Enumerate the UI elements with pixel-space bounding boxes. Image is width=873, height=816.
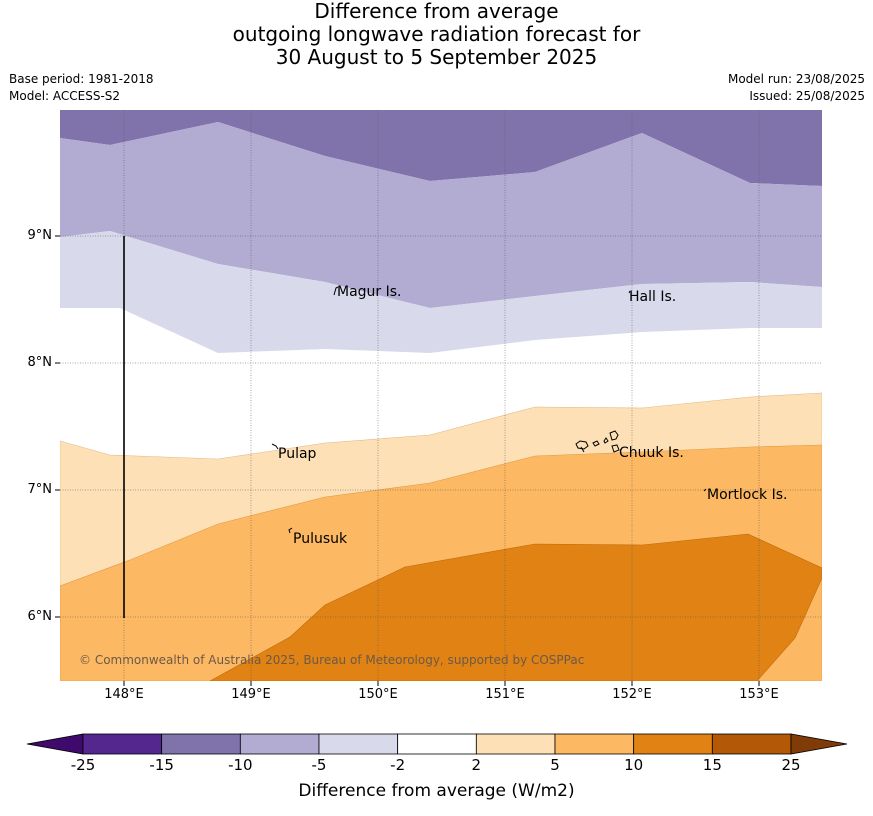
band-minus-5-to-10: [60, 122, 822, 308]
colorbar-segment: [475, 733, 556, 755]
lat-label-8n: 8°N: [27, 355, 53, 370]
issued-date: Issued: 25/08/2025: [749, 89, 865, 103]
title-line-1: Difference from average: [314, 0, 559, 23]
colorbar-tick-label: 5: [550, 756, 560, 774]
colorbar-tick-label: -10: [228, 756, 253, 774]
title-line-2: outgoing longwave radiation forecast for: [232, 22, 641, 46]
colorbar-extend-low: [26, 733, 84, 755]
map-title: Difference from average outgoing longwav…: [0, 0, 873, 69]
colorbar-segment: [554, 733, 635, 755]
colorbar-segment: [397, 733, 477, 755]
island-hall: [628, 290, 631, 294]
band-10-to-15: [209, 533, 822, 681]
colorbar-segment: [318, 733, 399, 755]
colorbar-tick-label: -15: [149, 756, 174, 774]
colorbar-tick-label: -25: [70, 756, 96, 774]
colorbar-segment: [82, 733, 163, 755]
place-pulusuk: Pulusuk: [293, 531, 348, 547]
meta-left: Base period: 1981-2018 Model: ACCESS-S2: [9, 71, 154, 105]
lon-label-153e: 153°E: [739, 687, 779, 702]
lat-label-6n: 6°N: [27, 609, 53, 624]
lon-label-152e: 152°E: [612, 687, 652, 702]
meta-right: Model run: 23/08/2025 Issued: 25/08/2025: [728, 71, 865, 105]
title-line-3: 30 August to 5 September 2025: [275, 45, 598, 69]
island-magur: [333, 286, 339, 296]
grid-lines: [60, 110, 822, 681]
island-outlines: [271, 286, 707, 534]
colorbar-segment: [239, 733, 320, 755]
axis-ticks: [55, 235, 760, 686]
colorbar-segments: [26, 733, 848, 755]
colorbar-extend-high: [790, 733, 848, 755]
colorbar-segment: [161, 733, 241, 755]
lat-label-9n: 9°N: [27, 228, 53, 243]
place-chuuk: Chuuk Is.: [619, 445, 684, 461]
lon-label-148e: 148°E: [104, 687, 144, 702]
place-mortlock: Mortlock Is.: [707, 487, 788, 503]
colorbar-segment: [711, 733, 792, 755]
colorbar-tick-label: 2: [471, 756, 482, 774]
base-period: Base period: 1981-2018: [9, 72, 154, 86]
model-run: Model run: 23/08/2025: [727, 72, 865, 86]
island-pulusuk: [288, 527, 293, 534]
place-hall: Hall Is.: [629, 289, 677, 305]
colorbar-tick-label: 10: [624, 756, 644, 774]
map-fill: [60, 110, 822, 681]
lat-label-7n: 7°N: [27, 482, 53, 497]
copyright-notice: © Commonwealth of Australia 2025, Bureau…: [79, 653, 585, 667]
lon-label-151e: 151°E: [485, 687, 525, 702]
island-chuuk: [575, 430, 620, 453]
colorbar-label: Difference from average (W/m2): [298, 781, 575, 801]
place-pulap: Pulap: [278, 446, 317, 462]
lon-label-149e: 149°E: [231, 687, 271, 702]
colorbar-tick-label: -5: [311, 756, 327, 774]
band-minus-2-to-5: [60, 231, 822, 353]
place-magur: Magur Is.: [337, 284, 402, 300]
colorbar-segment: [633, 733, 713, 755]
island-mortlock: [703, 488, 707, 492]
colorbar-tick-label: 15: [702, 756, 722, 774]
colorbar-tick-label: -2: [390, 756, 406, 774]
band-minus-10-to-15: [60, 110, 822, 186]
model-name: Model: ACCESS-S2: [9, 89, 121, 103]
lon-label-150e: 150°E: [358, 687, 398, 702]
colorbar-tick-label: 25: [781, 756, 801, 774]
island-pulap: [271, 443, 279, 450]
